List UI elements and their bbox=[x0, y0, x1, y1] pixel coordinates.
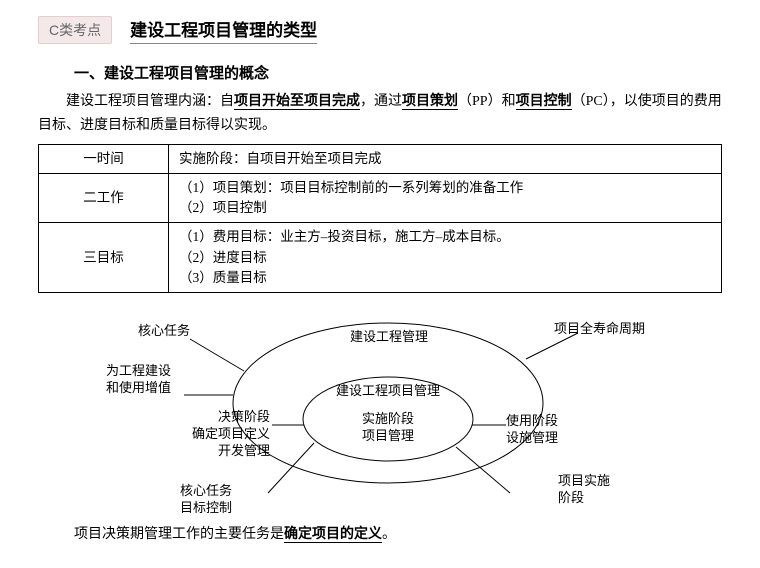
connector-line bbox=[268, 443, 314, 493]
table-row: 一时间 实施阶段：自项目开始至项目完成 bbox=[39, 144, 722, 173]
label-core-task: 核心任务 bbox=[138, 323, 190, 340]
emphasis: 项目开始至项目完成 bbox=[234, 92, 360, 110]
label-value-add: 为工程建设和使用增值 bbox=[106, 363, 171, 397]
table-cell: 实施阶段：自项目开始至项目完成 bbox=[169, 144, 722, 173]
label-lifecycle: 项目全寿命周期 bbox=[554, 321, 645, 338]
exam-point-badge: C类考点 bbox=[38, 16, 112, 44]
label-outer-top: 建设工程管理 bbox=[344, 329, 434, 346]
connector-line bbox=[190, 339, 244, 371]
outer-ellipse bbox=[233, 323, 543, 483]
page-title: 建设工程项目管理的类型 bbox=[130, 16, 317, 44]
text: ，通过 bbox=[360, 94, 402, 109]
text: 建设工程项目管理内涵：自 bbox=[66, 94, 234, 109]
table-row: 三目标 （1）费用目标：业主方–投资目标，施工方–成本目标。（2）进度目标（3）… bbox=[39, 223, 722, 293]
emphasis: 确定项目的定义 bbox=[284, 525, 382, 543]
label-decision-phase: 决策阶段确定项目定义开发管理 bbox=[192, 409, 270, 460]
table-row: 二工作 （1）项目策划：项目目标控制前的一系列筹划的准备工作（2）项目控制 bbox=[39, 173, 722, 223]
label-bottom-left: 核心任务目标控制 bbox=[180, 483, 232, 517]
text: （PP）和 bbox=[458, 94, 516, 109]
label-inner-top: 建设工程项目管理 bbox=[328, 383, 448, 400]
table-cell: 一时间 bbox=[39, 144, 169, 173]
label-use-phase: 使用阶段设施管理 bbox=[506, 413, 558, 447]
text: 项目决策期管理工作的主要任务是 bbox=[74, 527, 284, 542]
table-cell: （1）费用目标：业主方–投资目标，施工方–成本目标。（2）进度目标（3）质量目标 bbox=[169, 223, 722, 293]
emphasis: 项目控制 bbox=[516, 92, 572, 110]
connector-line bbox=[456, 447, 510, 493]
label-inner-center: 实施阶段项目管理 bbox=[356, 411, 420, 445]
table-cell: （1）项目策划：项目目标控制前的一系列筹划的准备工作（2）项目控制 bbox=[169, 173, 722, 223]
section-heading: 一、建设工程项目管理的概念 bbox=[74, 62, 722, 83]
summary-table: 一时间 实施阶段：自项目开始至项目完成 二工作 （1）项目策划：项目目标控制前的… bbox=[38, 144, 722, 294]
label-bottom-right: 项目实施阶段 bbox=[558, 473, 610, 507]
footer-sentence: 项目决策期管理工作的主要任务是确定项目的定义。 bbox=[74, 523, 722, 543]
table-cell: 二工作 bbox=[39, 173, 169, 223]
intro-paragraph: 建设工程项目管理内涵：自项目开始至项目完成，通过项目策划（PP）和项目控制（PC… bbox=[38, 89, 722, 138]
table-cell: 三目标 bbox=[39, 223, 169, 293]
emphasis: 项目策划 bbox=[402, 92, 458, 110]
text: 。 bbox=[382, 527, 396, 542]
concept-diagram: 核心任务 建设工程管理 项目全寿命周期 为工程建设和使用增值 建设工程项目管理 … bbox=[38, 303, 722, 521]
